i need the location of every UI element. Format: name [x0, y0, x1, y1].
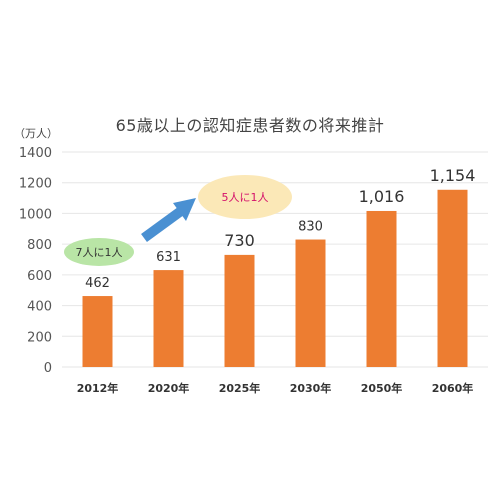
y-axis-unit-label: （万人）	[14, 127, 58, 140]
chart-title: 65歳以上の認知症患者数の将来推計	[116, 116, 385, 135]
annotation-text: 5人に1人	[222, 191, 269, 204]
bar	[437, 189, 468, 367]
trend-arrow	[141, 198, 196, 243]
x-tick-label: 2020年	[148, 381, 190, 395]
bars	[82, 189, 468, 367]
annotation-bubble	[198, 175, 292, 219]
annotation-text: 7人に1人	[76, 246, 123, 259]
bar	[366, 210, 397, 367]
data-label: 1,154	[430, 166, 476, 185]
data-label: 462	[85, 276, 110, 291]
y-tick-label: 1000	[19, 207, 52, 222]
x-axis-ticks: 2012年 2020年 2025年 2030年 2050年 2060年	[77, 381, 474, 395]
data-label: 830	[298, 220, 323, 235]
annotation-7-in-1: 7人に1人	[64, 238, 134, 266]
y-tick-label: 0	[44, 361, 52, 376]
bar	[295, 239, 326, 367]
bar	[224, 254, 255, 367]
bar	[82, 296, 113, 367]
data-labels: 462 631 730 830 1,016 1,154	[85, 166, 475, 291]
x-tick-label: 2012年	[77, 381, 119, 395]
annotation-5-in-1: 5人に1人	[198, 175, 292, 219]
bar	[153, 270, 184, 367]
arrow-shaft	[141, 206, 184, 243]
arrow-head	[173, 198, 196, 221]
y-tick-label: 200	[27, 330, 52, 345]
y-tick-label: 1200	[19, 177, 52, 192]
data-label: 730	[224, 231, 255, 250]
x-tick-label: 2060年	[432, 381, 474, 395]
y-axis-ticks: 0 200 400 600 800 1000 1200 1400	[19, 146, 52, 376]
y-tick-label: 400	[27, 300, 52, 315]
x-tick-label: 2025年	[219, 381, 261, 395]
y-tick-label: 800	[27, 238, 52, 253]
annotation-bubble	[64, 238, 134, 266]
y-tick-label: 1400	[19, 146, 52, 161]
data-label: 1,016	[359, 187, 405, 206]
x-tick-label: 2050年	[361, 381, 403, 395]
y-tick-label: 600	[27, 269, 52, 284]
x-tick-label: 2030年	[290, 381, 332, 395]
data-label: 631	[156, 250, 181, 265]
